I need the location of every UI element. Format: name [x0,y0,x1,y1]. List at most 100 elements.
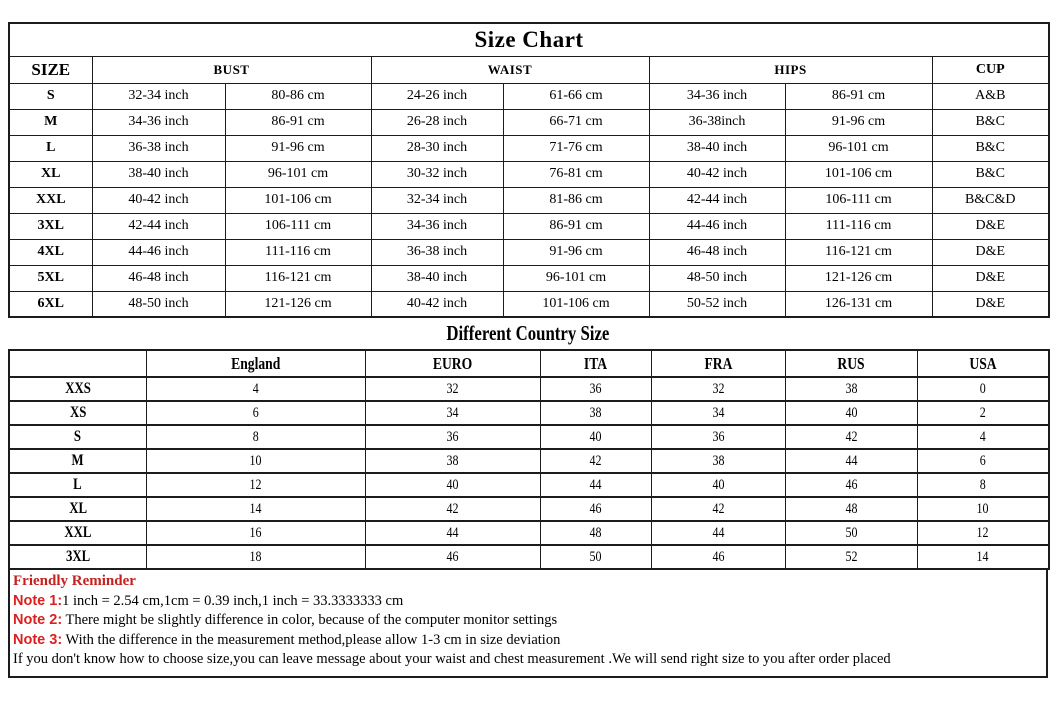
cell-text: 32-34 inch [128,88,189,103]
table-cell: 91-96 cm [502,238,650,266]
cell-text: 42 [712,500,724,517]
cell-text: 34-36 inch [406,218,468,233]
table-cell: 116-121 cm [224,264,372,292]
cell-text: 14 [249,500,262,517]
table-cell: D&E [931,290,1050,318]
table-cell: 28-30 inch [370,134,504,162]
cell-text: 44-46 inch [686,218,748,233]
table-cell: 6 [916,448,1050,474]
note-2: Note 2: There might be slightly differen… [13,611,1042,631]
table-cell: 4 [145,376,366,402]
cell-text: S [46,88,55,103]
cell-text: 48 [589,524,602,541]
column-header-euro: EURO [364,349,541,378]
table-cell: 96-101 cm [502,264,650,292]
cell-text: XL [68,500,87,517]
cell-text: 96-101 cm [828,140,889,155]
column-header-fra: FRA [650,349,786,378]
cell-text: 91-96 cm [549,244,603,259]
cell-text: D&E [975,270,1006,285]
table-cell: 36-38 inch [370,238,504,266]
cell-text: 80-86 cm [271,88,325,103]
table-cell: 26-28 inch [370,108,504,136]
size-chart-row: 3XL 42-44 inch 106-111 cm 34-36 inch 86-91 c… [8,212,1050,240]
table-cell: 101-106 cm [784,160,933,188]
table-cell: 46 [650,544,786,570]
row-label: M [8,108,93,136]
size-chart-row: 5XL 46-48 inch 116-121 cm 38-40 inch 96-101 … [8,264,1050,292]
table-cell: 121-126 cm [784,264,933,292]
cell-text: 111-116 cm [825,218,892,233]
table-cell: D&E [931,238,1050,266]
size-chart-table: Size Chart SIZE BUST WAIST HIPS CUP S 32-… [8,22,1050,318]
note-3: Note 3: With the difference in the measu… [13,631,1042,651]
cell-text: 42-44 inch [128,218,189,233]
table-cell: 8 [916,472,1050,498]
cell-text: 32 [712,380,724,397]
cell-text: 3XL [65,548,90,565]
table-cell: 8 [145,424,366,450]
table-cell: 38 [650,448,786,474]
row-label: L [8,134,93,162]
table-cell: 44-46 inch [648,212,786,240]
cell-text: 42 [446,500,459,517]
size-chart-title-row: Size Chart [8,22,1050,57]
table-cell: 38 [784,376,918,402]
table-cell: 30-32 inch [370,160,504,188]
column-header-waist: WAIST [370,55,650,84]
cell-text: M [44,114,58,129]
row-label: M [8,448,147,474]
cell-text: 86-91 cm [271,114,325,129]
country-size-title-text: Different Country Size [446,321,610,345]
table-cell: 52 [784,544,918,570]
table-cell: D&E [931,264,1050,292]
table-cell: 42 [539,448,652,474]
cell-text: 66-71 cm [549,114,603,129]
cell-text: 50 [589,548,602,565]
row-label: 5XL [8,264,93,292]
country-size-row: XS 6 34 38 34 40 2 [8,400,1050,426]
table-cell: 42-44 inch [648,186,786,214]
cell-text: L [73,476,83,493]
column-header-text: EURO [432,353,473,373]
cell-text: 14 [976,548,989,565]
country-size-row: S 8 36 40 36 42 4 [8,424,1050,450]
cell-text: 46-48 inch [686,244,748,259]
table-cell: 111-116 cm [224,238,372,266]
table-cell: 86-91 cm [784,82,933,110]
table-cell: 40 [650,472,786,498]
row-label: XXS [8,376,147,402]
cell-text: 38-40 inch [686,140,748,155]
cell-text: 116-121 cm [825,244,892,259]
table-cell: 18 [145,544,366,570]
table-cell: 12 [916,520,1050,546]
cell-text: 4 [979,428,986,445]
row-label: XXL [8,520,147,546]
table-cell: 12 [145,472,366,498]
cell-text: 96-101 cm [267,166,329,181]
notes-footer: If you don't know how to choose size,you… [13,651,891,667]
table-cell: 91-96 cm [224,134,372,162]
cell-text: 34 [446,404,459,421]
size-chart-row: S 32-34 inch 80-86 cm 24-26 inch 61-66 cm 34-… [8,82,1050,110]
cell-text: 8 [979,476,986,493]
column-header-cup: CUP [931,55,1050,84]
cell-text: 61-66 cm [549,88,603,103]
table-cell: 96-101 cm [224,160,372,188]
country-size-row: L 12 40 44 40 46 8 [8,472,1050,498]
table-cell: 34-36 inch [370,212,504,240]
table-cell: A&B [931,82,1050,110]
cell-text: B&C&D [964,192,1016,207]
note-3-text: With the difference in the measurement m… [62,631,561,648]
cell-text: 28-30 inch [406,140,468,155]
cell-text: B&C [975,140,1006,155]
note-2-text: There might be slightly difference in co… [62,612,558,628]
table-cell: 50 [784,520,918,546]
cell-text: XS [69,404,86,421]
cell-text: 40-42 inch [686,166,748,181]
row-label: L [8,472,147,498]
cell-text: 4XL [37,244,64,259]
table-cell: 14 [916,544,1050,570]
friendly-reminder-title: Friendly Reminder [13,572,1042,592]
